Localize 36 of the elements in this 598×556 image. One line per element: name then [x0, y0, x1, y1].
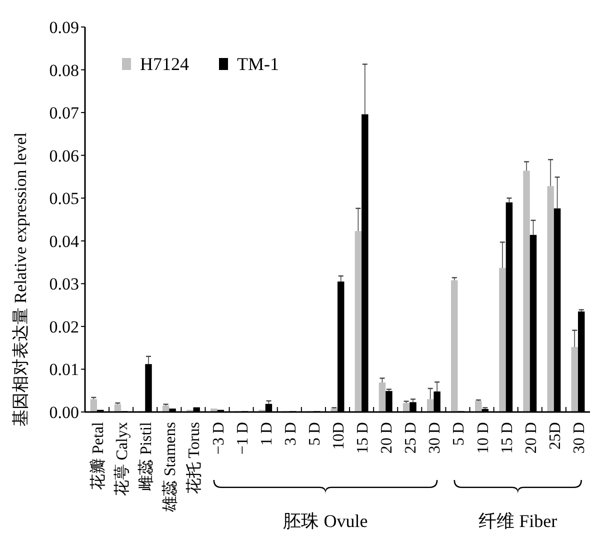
x-tick-label: 10 D [474, 422, 492, 454]
x-tick-label: 20 D [378, 422, 396, 454]
x-tick-label: 15 D [354, 422, 372, 454]
y-tick-label: 0.08 [49, 60, 79, 80]
x-tick-label: 10D [330, 422, 348, 450]
legend-label: TM-1 [237, 54, 279, 74]
x-tick-label: 15 D [498, 422, 516, 454]
x-tick-label: 花萼 Calyx [113, 422, 132, 496]
x-tick-label: 1 D [258, 422, 276, 446]
y-tick-label: 0.02 [49, 317, 79, 336]
y-tick-label: 0.09 [49, 18, 79, 37]
legend-label: H7124 [140, 54, 189, 74]
y-tick-label: 0.01 [49, 360, 79, 380]
y-tick-label: 0.05 [49, 189, 79, 208]
y-tick-label: 0.06 [49, 146, 79, 166]
x-tick-label: 5 D [306, 422, 324, 446]
x-tick-label: 3 D [282, 422, 300, 446]
x-tick-label: 花瓣 Petal [89, 421, 108, 490]
y-axis-title: 基因相对表达量 Relative expression level [11, 132, 30, 427]
x-tick-label: −3 D [210, 422, 228, 455]
x-tick-label: 30 D [426, 422, 444, 454]
x-tick-label: −1 D [234, 422, 252, 455]
x-tick-label: 雌蕊 Pistil [137, 421, 156, 491]
x-tick-label: 雄蕊 Stamens [161, 422, 180, 514]
x-tick-label: 20 D [522, 422, 540, 454]
x-tick-label: 5 D [450, 422, 468, 446]
x-tick-label: 花托 Torus [185, 422, 204, 494]
y-tick-label: 0.04 [49, 232, 80, 251]
y-tick-label: 0.03 [49, 274, 79, 294]
y-tick-label: 0.00 [49, 403, 79, 422]
x-tick-label: 25 D [402, 422, 420, 454]
text: 纤维 Fiber [478, 511, 558, 531]
y-tick-label: 0.07 [49, 104, 80, 123]
x-tick-label: 25D [546, 422, 564, 450]
x-tick-label: 30 D [570, 422, 588, 454]
text: 胚珠 Ovule [283, 511, 368, 531]
